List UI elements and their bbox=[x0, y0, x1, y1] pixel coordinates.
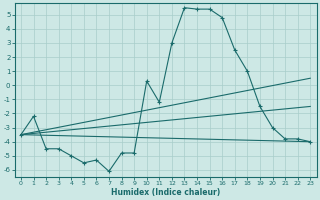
X-axis label: Humidex (Indice chaleur): Humidex (Indice chaleur) bbox=[111, 188, 220, 197]
